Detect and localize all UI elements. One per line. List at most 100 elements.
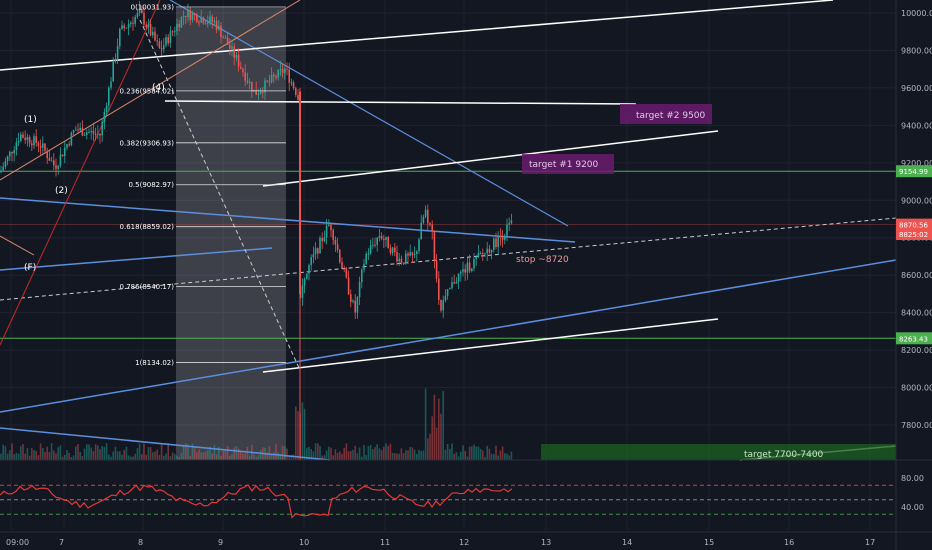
candle-body xyxy=(402,262,405,264)
candle-body xyxy=(259,91,262,94)
volume-bar xyxy=(180,452,183,460)
volume-bar xyxy=(72,455,75,460)
fib-label: 0.236(9584.02) xyxy=(120,87,175,95)
volume-bar xyxy=(112,451,114,460)
volume-bar xyxy=(103,446,106,460)
candle-body xyxy=(369,245,372,254)
volume-bar xyxy=(165,453,167,460)
candle-body xyxy=(31,143,33,146)
trendlines xyxy=(0,0,897,461)
volume-bar xyxy=(196,452,198,460)
volume-bar xyxy=(411,447,414,460)
candle-body xyxy=(83,134,86,136)
volume-bar xyxy=(482,450,484,460)
volume-bar xyxy=(231,453,233,460)
target1-box xyxy=(522,154,614,174)
fib-zone-shading xyxy=(176,8,286,460)
volume-bar xyxy=(306,448,308,460)
candle-body xyxy=(211,16,213,22)
volume-bar xyxy=(451,443,453,460)
candle-body xyxy=(303,278,306,286)
volume-bar xyxy=(160,444,163,460)
candle-body xyxy=(57,165,59,169)
candle-body xyxy=(103,112,106,122)
candle-body xyxy=(396,252,398,262)
volume-bar xyxy=(297,410,299,460)
candle-body xyxy=(385,236,387,240)
volume-bar xyxy=(220,456,222,460)
volume-bar xyxy=(416,453,418,460)
volume-bar xyxy=(268,446,271,460)
candle-body xyxy=(196,14,198,23)
volume-bar xyxy=(310,448,312,460)
volume-bar xyxy=(24,453,26,460)
volume-bar xyxy=(442,391,444,460)
candle-body xyxy=(136,12,139,18)
time-tick-label: 13 xyxy=(541,538,551,547)
volume-bar xyxy=(396,453,398,460)
time-tick-label: 11 xyxy=(380,538,390,547)
volume-bar xyxy=(66,450,68,460)
volume-bar xyxy=(42,448,44,460)
candle-body xyxy=(145,24,147,28)
volume-bar xyxy=(83,448,86,460)
fib-levels: 0(10031.93) 0.236(9584.02) 0.382(9306.93) 0… xyxy=(120,4,286,367)
volume-bar xyxy=(77,443,79,460)
candle-body xyxy=(398,258,400,262)
candle-body xyxy=(4,161,7,167)
candle-body xyxy=(468,262,471,272)
candle-body xyxy=(123,25,125,28)
volume-bar xyxy=(429,433,431,460)
volume-bar xyxy=(4,446,7,460)
volume-bar xyxy=(246,446,249,460)
candle-body xyxy=(292,82,295,89)
volume-bar xyxy=(147,447,150,460)
volume-bar xyxy=(110,456,112,460)
candle-body xyxy=(191,13,194,21)
volume-bar xyxy=(229,455,231,460)
candle-body xyxy=(352,300,354,302)
volume-bar xyxy=(94,444,97,460)
volume-bar xyxy=(75,446,77,460)
candle-body xyxy=(44,143,46,151)
volume-bar xyxy=(182,444,185,460)
fib-label: 0.618(8859.02) xyxy=(120,223,175,231)
price-tick-label: 9200.00 xyxy=(901,159,932,168)
candle-body xyxy=(224,37,227,39)
time-tick-label: 7 xyxy=(59,538,64,547)
volume-bar xyxy=(20,446,22,460)
candle-body xyxy=(394,247,396,253)
candle-body xyxy=(15,142,18,150)
volume-bar xyxy=(418,449,420,460)
candle-body xyxy=(268,81,271,83)
candle-body xyxy=(488,248,491,253)
volume-bar xyxy=(242,453,244,460)
candle-body xyxy=(176,24,178,32)
candle-body xyxy=(187,10,189,17)
candle-body xyxy=(149,24,152,36)
candle-body xyxy=(75,129,77,131)
rsi-pane xyxy=(0,484,896,519)
candle-body xyxy=(332,230,334,240)
volume-bar xyxy=(279,454,282,460)
candle-body xyxy=(116,46,119,59)
volume-bar xyxy=(484,456,486,460)
volume-bar xyxy=(354,445,356,460)
volume-bar xyxy=(53,450,55,460)
time-tick-label: 10 xyxy=(299,538,309,547)
volume-bar xyxy=(61,456,64,460)
candle-body xyxy=(171,31,174,33)
candle-body xyxy=(163,45,165,50)
time-tick-label: 8 xyxy=(138,538,143,547)
volume-bar xyxy=(114,446,117,460)
candle-body xyxy=(490,250,493,253)
volume-bar xyxy=(270,454,273,460)
trendline xyxy=(164,100,637,105)
candle-body xyxy=(119,29,121,47)
rsi-line xyxy=(0,484,513,519)
volume-bar xyxy=(363,444,365,460)
volume-bar xyxy=(127,455,130,460)
candle-body xyxy=(508,223,510,225)
